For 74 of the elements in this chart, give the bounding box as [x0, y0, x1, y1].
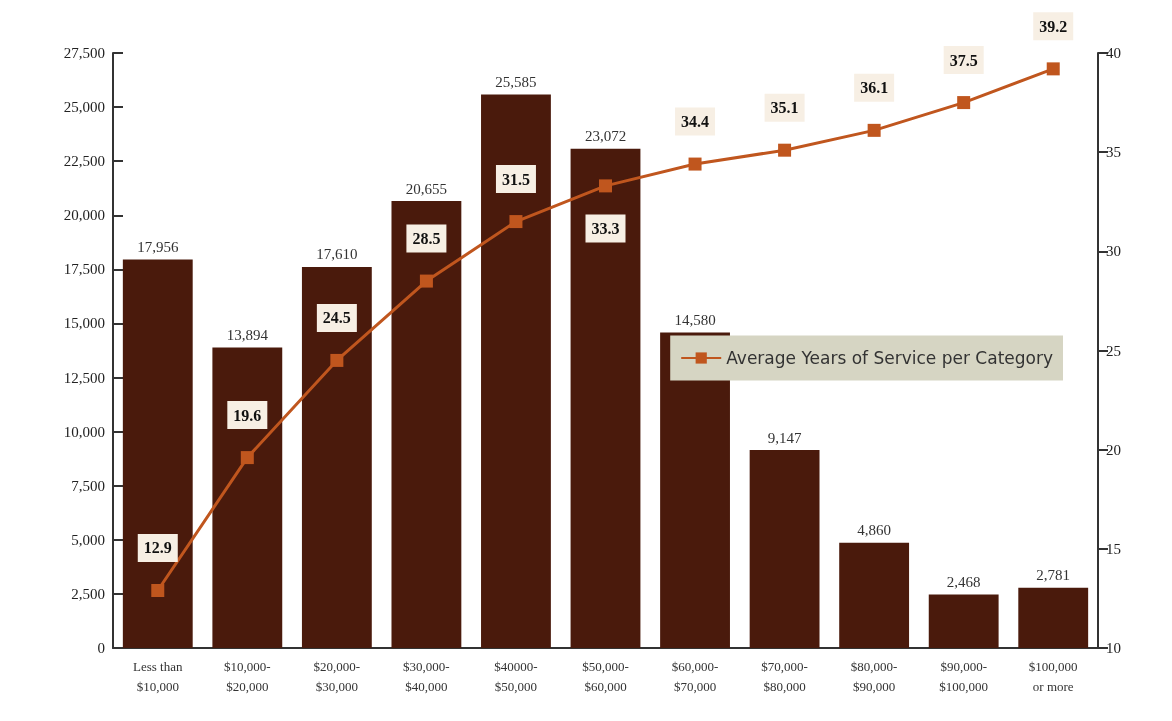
point — [867, 123, 881, 137]
y2-tick-label: 15 — [1106, 540, 1121, 557]
y-tick-label: 17,500 — [63, 261, 105, 278]
bar — [212, 347, 283, 648]
y-tick-label: 10,000 — [63, 423, 105, 440]
data-label: 14,580 — [674, 312, 716, 329]
y-tick-label: 22,500 — [63, 153, 105, 170]
bar — [391, 201, 462, 648]
data-label: 2,781 — [1036, 567, 1071, 584]
point — [330, 353, 344, 367]
data-label: 2,468 — [946, 574, 981, 591]
data-label: 34.4 — [681, 113, 710, 131]
point — [419, 274, 433, 288]
bar — [839, 542, 910, 648]
y2-tick-label: 10 — [1106, 640, 1121, 656]
point — [509, 215, 523, 229]
bar — [749, 450, 820, 648]
y-tick-label: 25,000 — [63, 99, 105, 116]
bar — [1018, 587, 1089, 648]
x-tick-label: $10,000- $20,000 — [224, 658, 271, 694]
y-tick-label: 7,500 — [71, 477, 105, 494]
point — [151, 583, 165, 597]
point — [778, 143, 792, 157]
x-tick-label: $40000- $50,000 — [494, 658, 538, 694]
y2-tick-label: 30 — [1106, 243, 1121, 260]
data-label: 23,072 — [584, 128, 627, 145]
y-tick-label: 27,500 — [63, 45, 105, 61]
data-label: 31.5 — [501, 170, 530, 188]
data-label: 37.5 — [949, 51, 978, 69]
bar — [301, 266, 372, 648]
data-label: 13,894 — [226, 326, 269, 343]
y2-tick-label: 35 — [1106, 144, 1121, 161]
bar — [928, 594, 999, 648]
y-tick-label: 12,500 — [63, 369, 105, 386]
data-label: 28.5 — [412, 230, 441, 248]
x-tick-label: $30,000- $40,000 — [403, 658, 450, 694]
data-label: 33.3 — [591, 219, 620, 237]
legend-label: Average Years of Service per Category — [726, 348, 1054, 368]
data-label: 35.1 — [770, 99, 799, 117]
y2-tick-label: 25 — [1106, 342, 1121, 359]
x-tick-label: Less than $10,000 — [133, 658, 183, 694]
point — [599, 179, 612, 193]
x-tick-label: $60,000- $70,000 — [671, 658, 719, 694]
bar — [481, 94, 551, 648]
data-label: 20,655 — [405, 180, 448, 197]
y-tick-label: 15,000 — [63, 315, 105, 332]
y2-tick-label: 40 — [1106, 45, 1121, 61]
x-tick-label: $80,000- $90,000 — [850, 658, 898, 694]
y-tick-label: 2,500 — [71, 585, 105, 602]
y-tick-label: 0 — [97, 640, 105, 656]
data-label: 19.6 — [233, 406, 262, 424]
x-tick-label: $90,000- $100,000 — [939, 658, 989, 694]
data-label: 4,860 — [857, 522, 892, 539]
data-label: 36.1 — [860, 79, 889, 97]
bar — [122, 259, 193, 648]
x-tick-label: $100,000 or more — [1028, 658, 1078, 694]
point — [240, 451, 254, 465]
point — [957, 96, 971, 110]
bar — [570, 148, 641, 648]
point — [1046, 62, 1060, 76]
data-label: 12.9 — [143, 539, 172, 557]
data-label: 17,610 — [316, 246, 358, 263]
data-label: 24.5 — [322, 309, 351, 327]
point — [688, 157, 702, 171]
x-tick-label: $20,000- $30,000 — [313, 658, 361, 694]
data-label: 39.2 — [1039, 17, 1068, 35]
x-tick-label: $70,000- $80,000 — [761, 658, 808, 694]
y-tick-label: 5,000 — [71, 531, 105, 548]
y2-tick-label: 20 — [1106, 441, 1121, 458]
y-tick-label: 20,000 — [63, 207, 105, 224]
x-tick-label: $50,000- $60,000 — [582, 658, 629, 694]
data-label: 17,956 — [137, 239, 179, 255]
data-label: 25,585 — [495, 73, 537, 90]
data-label: 9,147 — [767, 429, 802, 446]
